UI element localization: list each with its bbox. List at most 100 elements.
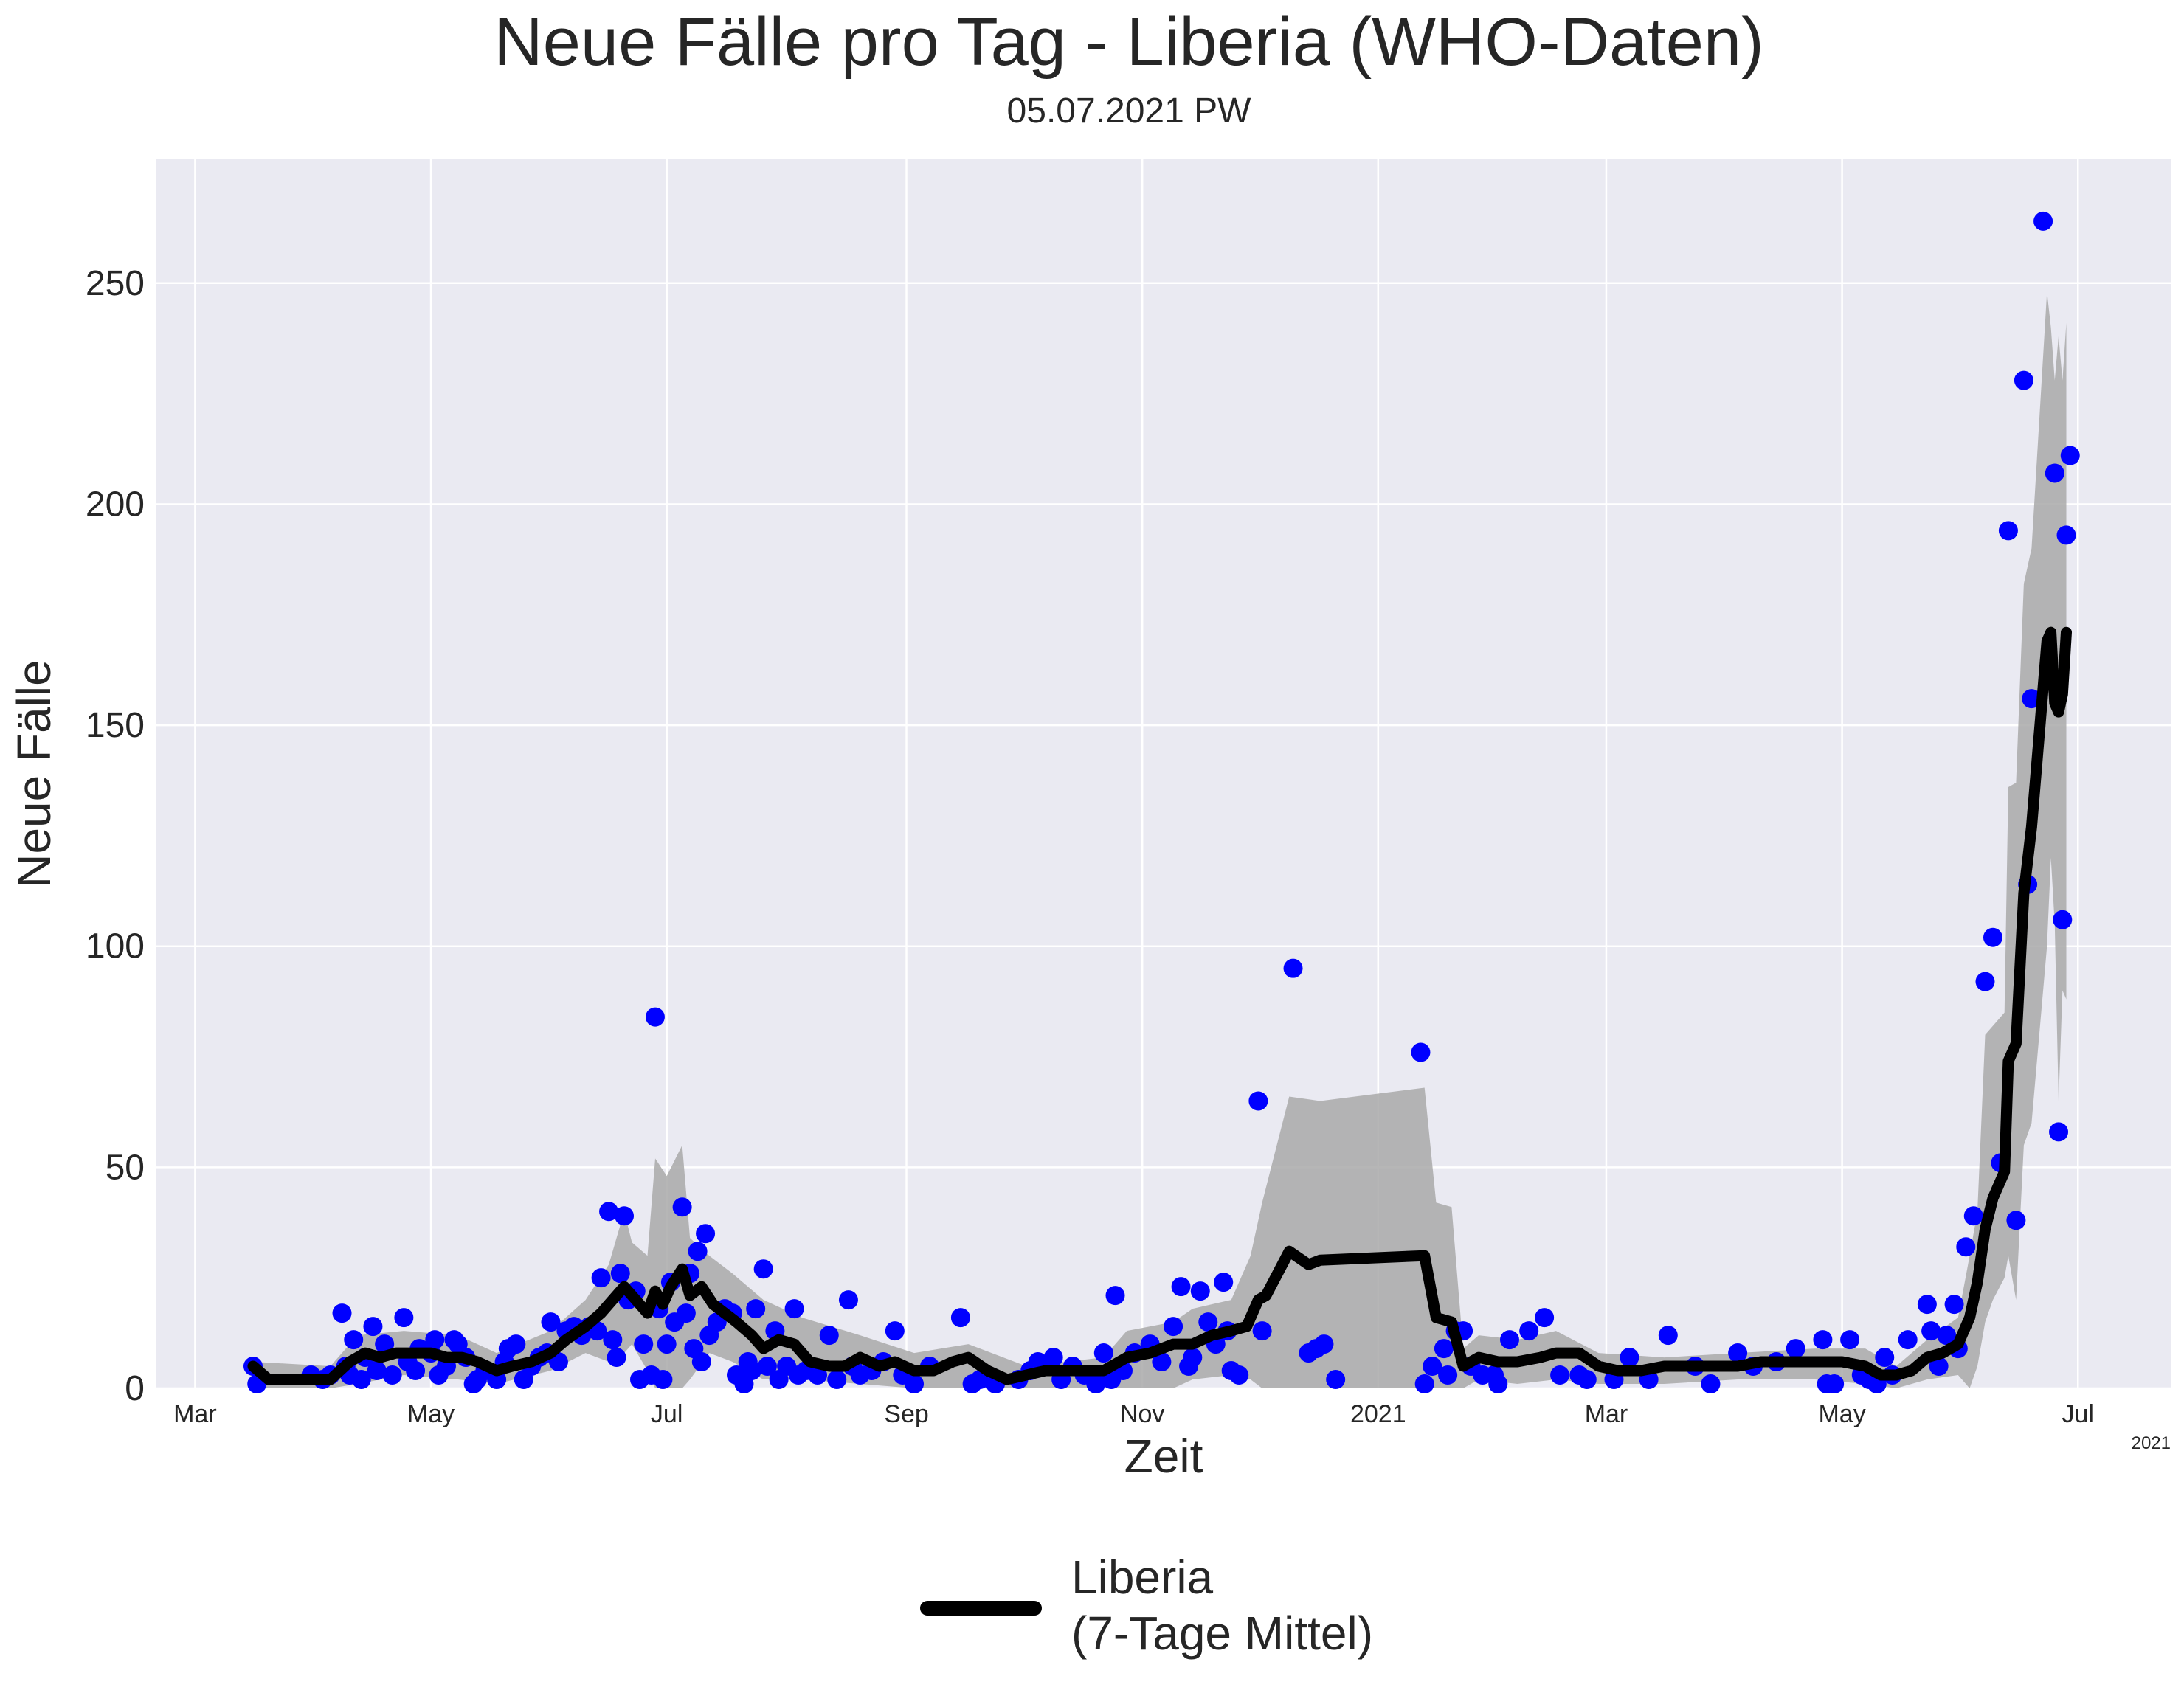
data-point xyxy=(599,1202,619,1222)
legend-label-line-2: (7-Tage Mittel) xyxy=(1071,1607,1373,1660)
legend-label-line-1: Liberia xyxy=(1071,1551,1214,1604)
data-point xyxy=(1550,1365,1570,1385)
data-point xyxy=(1314,1334,1334,1354)
x-offset-label: 2021 xyxy=(2132,1433,2171,1453)
data-point xyxy=(1229,1365,1249,1385)
data-point xyxy=(1252,1321,1272,1341)
y-tick-label: 0 xyxy=(125,1369,145,1408)
data-point xyxy=(1434,1339,1454,1359)
data-point xyxy=(375,1334,395,1354)
mean-line-layer xyxy=(247,626,2072,1385)
data-point xyxy=(1171,1277,1191,1297)
chart-title: Neue Fälle pro Tag - Liberia (WHO-Daten) xyxy=(494,4,1763,80)
data-point xyxy=(691,1352,711,1372)
x-tick-label: Mar xyxy=(173,1400,217,1428)
x-axis-ticks: Mar May Jul Sep Nov 2021 Mar May Jul xyxy=(173,1400,2094,1428)
data-point xyxy=(1825,1374,1845,1394)
data-point xyxy=(1937,1326,1957,1346)
data-point xyxy=(1577,1370,1597,1390)
data-point xyxy=(1875,1348,1895,1368)
data-point xyxy=(746,1299,766,1319)
y-tick-label: 100 xyxy=(86,927,145,966)
data-point xyxy=(351,1370,371,1390)
y-axis-ticks: 0 50 100 150 200 250 xyxy=(86,264,145,1408)
data-point xyxy=(344,1330,364,1350)
data-point xyxy=(838,1290,858,1310)
data-point xyxy=(332,1303,352,1323)
data-point xyxy=(1326,1370,1346,1390)
x-tick-label: Jul xyxy=(651,1400,682,1428)
data-point xyxy=(1164,1317,1183,1337)
data-point xyxy=(406,1361,426,1381)
data-point xyxy=(603,1330,623,1350)
data-point xyxy=(1183,1348,1203,1368)
x-axis-label: Zeit xyxy=(1124,1430,1203,1483)
data-point xyxy=(1423,1357,1442,1377)
data-point xyxy=(1983,927,2002,947)
data-point xyxy=(1898,1330,1918,1350)
data-point xyxy=(784,1299,804,1319)
mean-line xyxy=(247,626,2072,1385)
x-tick-label: May xyxy=(407,1400,455,1428)
data-point xyxy=(382,1365,402,1385)
data-point xyxy=(657,1334,677,1354)
y-axis-label: Neue Fälle xyxy=(7,659,61,888)
data-point xyxy=(1411,1042,1431,1062)
data-point xyxy=(1283,958,1303,978)
data-point xyxy=(1198,1312,1218,1332)
data-point xyxy=(950,1308,970,1328)
grid-lines xyxy=(156,159,2171,1390)
y-tick-label: 250 xyxy=(86,264,145,303)
data-point xyxy=(1921,1321,1941,1341)
data-point xyxy=(1728,1343,1748,1363)
data-point xyxy=(1701,1374,1721,1394)
y-tick-label: 150 xyxy=(86,706,145,745)
data-point xyxy=(1998,521,2018,541)
x-tick-label: Sep xyxy=(884,1400,929,1428)
data-point xyxy=(1499,1330,1519,1350)
data-point xyxy=(1535,1308,1555,1328)
data-point xyxy=(1190,1281,1210,1301)
data-point xyxy=(394,1308,414,1328)
data-point xyxy=(905,1374,925,1394)
y-tick-label: 200 xyxy=(86,485,145,524)
chart-subtitle: 05.07.2021 PW xyxy=(1007,91,1252,131)
data-point xyxy=(1214,1273,1234,1292)
data-point xyxy=(607,1348,626,1368)
data-point xyxy=(885,1321,905,1341)
data-point xyxy=(1944,1295,1964,1315)
x-tick-label: Mar xyxy=(1585,1400,1628,1428)
data-point xyxy=(1813,1330,1833,1350)
data-point xyxy=(425,1330,445,1350)
data-point xyxy=(819,1326,839,1346)
plot-area xyxy=(156,159,2171,1388)
data-point xyxy=(757,1357,777,1377)
data-point xyxy=(1658,1326,1678,1346)
data-point xyxy=(1917,1295,1937,1315)
data-point xyxy=(676,1303,696,1323)
y-tick-label: 50 xyxy=(106,1148,145,1187)
data-point xyxy=(688,1242,708,1261)
data-point xyxy=(2049,1122,2069,1142)
data-point xyxy=(1786,1339,1805,1359)
data-point xyxy=(753,1259,773,1279)
data-point xyxy=(2045,463,2064,483)
data-point xyxy=(591,1268,611,1288)
data-point xyxy=(541,1312,561,1332)
x-tick-label: Nov xyxy=(1120,1400,1164,1428)
data-point xyxy=(1105,1286,1125,1306)
data-point xyxy=(1043,1348,1063,1368)
data-point xyxy=(1086,1374,1106,1394)
data-point xyxy=(2006,1211,2026,1230)
data-point xyxy=(610,1264,630,1284)
data-point xyxy=(1093,1343,1113,1363)
data-point xyxy=(1929,1357,1949,1377)
data-point xyxy=(1248,1091,1268,1111)
data-point xyxy=(1840,1330,1860,1350)
data-point xyxy=(1488,1374,1508,1394)
data-point xyxy=(1956,1237,1976,1257)
data-point xyxy=(653,1370,673,1390)
data-point xyxy=(696,1224,716,1244)
